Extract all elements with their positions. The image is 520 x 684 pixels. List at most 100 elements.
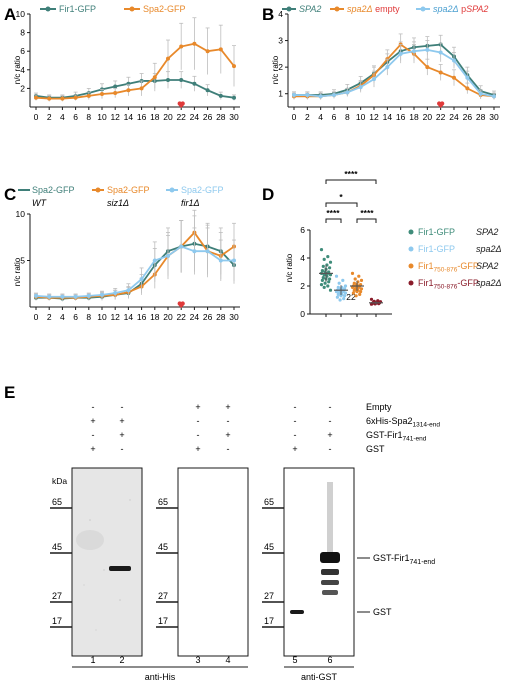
x-tick-label: 4: [60, 112, 65, 122]
data-point: [425, 47, 430, 52]
scatter-point: [334, 274, 339, 278]
legend-d-label-1: Fir1-GFP: [418, 244, 455, 254]
legend-c-1-strain: WT: [32, 198, 47, 208]
x-tick-label: 18: [150, 112, 160, 122]
lane-numbers: 1 2 3 4 5 6: [90, 655, 332, 665]
data-point: [179, 244, 184, 249]
y-tick-label: 6: [300, 225, 305, 235]
condition-sign: -: [294, 416, 297, 426]
scatter-point: [319, 248, 324, 252]
blot-texture: [83, 499, 131, 631]
legend-d-marker: [408, 246, 414, 252]
scatter-point: [336, 285, 340, 289]
legend-d-label-0: Fir1-GFP: [418, 227, 455, 237]
scatter-point: [322, 285, 326, 289]
y-tick-label: 4: [278, 9, 283, 19]
legend-b-spa2: SPA2: [299, 4, 321, 14]
data-point: [292, 93, 296, 98]
series-line: [294, 43, 495, 96]
data-point: [60, 96, 65, 101]
data-point: [398, 51, 403, 56]
scatter-point: [355, 290, 359, 294]
condition-sign: +: [90, 444, 95, 454]
legend-d-label-3: Fir1750-876-GFP: [418, 278, 479, 291]
series-b-0: [292, 34, 496, 100]
data-point: [34, 95, 38, 100]
ylabel-b: n/c ratio: [271, 55, 280, 84]
data-point: [412, 49, 416, 54]
condition-sign: -: [121, 444, 124, 454]
panel-label-a: A: [4, 5, 16, 24]
x-tick-label: 24: [190, 112, 200, 122]
x-tick-label: 28: [216, 112, 226, 122]
scatter-point: [354, 294, 358, 298]
blot-anti-his-1: [71, 467, 143, 657]
blot-anti-his-2: [177, 467, 249, 657]
x-tick-label: 8: [86, 312, 91, 322]
x-tick-label: 12: [369, 112, 379, 122]
marker-label: 45: [52, 542, 62, 552]
marker-label: 45: [264, 542, 274, 552]
sig-2: ****: [360, 208, 374, 218]
x-tick-label: 26: [203, 112, 213, 122]
x-tick-label: 2: [47, 112, 52, 122]
scatter-point: [341, 278, 345, 282]
legend-d-marker: [408, 229, 414, 235]
x-tick-label: 30: [489, 112, 499, 122]
series-a-1: [34, 17, 236, 102]
x-tick-label: 10: [97, 312, 107, 322]
band-lane6-smear: [320, 482, 340, 595]
data-point: [232, 64, 236, 69]
panel-label-b: B: [262, 5, 274, 24]
data-point: [166, 56, 170, 61]
y-tick-label: 2: [278, 62, 283, 72]
kda-label: kDa: [52, 476, 67, 486]
x-tick-label: 28: [476, 112, 486, 122]
data-point: [438, 70, 443, 75]
marker-label: 45: [158, 542, 168, 552]
data-point: [318, 94, 323, 99]
lane-number: 6: [327, 655, 332, 665]
marker-label: 17: [52, 616, 62, 626]
lane-conditions: - - + + - - Empty + + - - - - 6xHis-Spa21314-end - + - + -…: [90, 402, 440, 454]
x-tick-label: 24: [449, 112, 459, 122]
scatter-point: [357, 274, 361, 278]
series-c-2: [34, 220, 236, 300]
x-tick-label: 26: [203, 312, 213, 322]
x-tick-label: 26: [463, 112, 473, 122]
series-line: [35, 231, 235, 299]
scatter-point: [343, 294, 347, 298]
x-tick-label: 14: [383, 112, 393, 122]
blot-anti-gst: [283, 467, 355, 657]
data-point: [218, 258, 223, 263]
scatter-point: [352, 281, 356, 285]
y-tick-label: 6: [20, 46, 25, 56]
scatter-point: [351, 291, 355, 295]
band-label-gst: GST: [373, 607, 392, 617]
series-line: [294, 48, 495, 98]
condition-sign: +: [195, 402, 200, 412]
legend-d-strain-1: spa2Δ: [476, 244, 502, 254]
series-c-1: [34, 209, 236, 301]
x-tick-label: 4: [318, 112, 323, 122]
data-point: [179, 44, 184, 49]
data-point: [465, 86, 470, 91]
y-tick-label: 5: [20, 256, 25, 266]
condition-sign: -: [197, 416, 200, 426]
x-tick-label: 14: [124, 312, 134, 322]
scatter-point: [358, 292, 362, 296]
svg-text:spa2Δ empty: spa2Δ empty: [347, 4, 400, 14]
time-marker: [177, 101, 185, 108]
condition-sign: -: [121, 402, 124, 412]
lane-number: 4: [225, 655, 230, 665]
y-tick-label: 4: [300, 253, 305, 263]
data-point: [452, 75, 456, 80]
x-tick-label: 20: [163, 312, 173, 322]
data-point: [86, 293, 91, 298]
scatter-point: [343, 284, 348, 288]
scatter-point: [328, 277, 332, 281]
data-point: [332, 93, 336, 98]
